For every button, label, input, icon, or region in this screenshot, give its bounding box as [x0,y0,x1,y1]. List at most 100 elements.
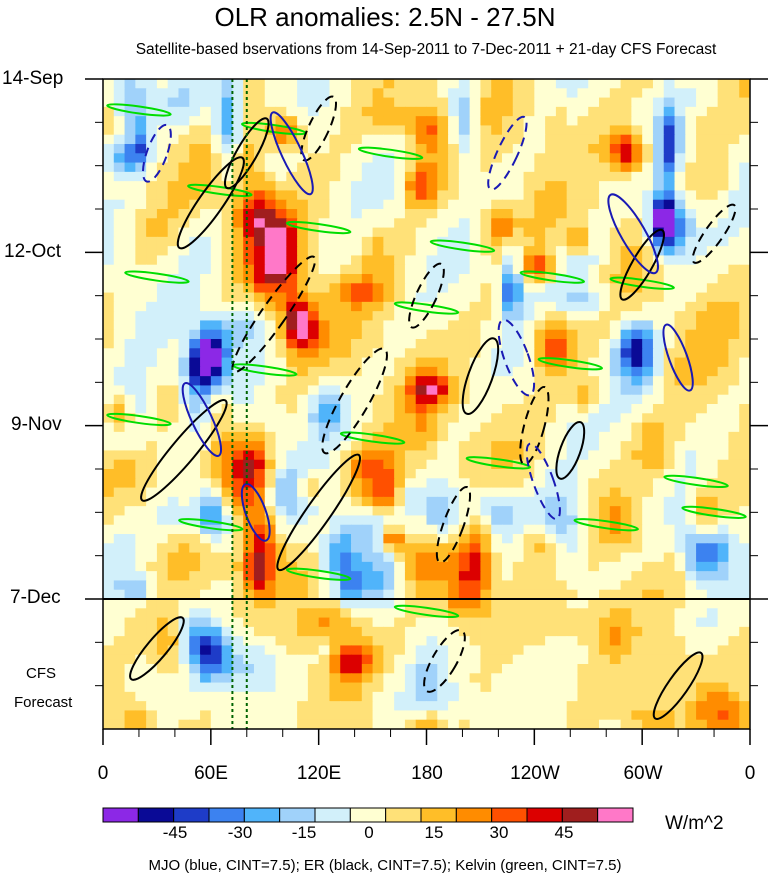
olr-cell [534,580,546,591]
olr-cell [297,255,309,266]
olr-cell [458,459,471,470]
olr-cell [534,190,546,201]
olr-cell [685,236,697,247]
olr-cell [480,348,492,359]
olr-cell [253,506,266,517]
olr-cell [307,608,320,619]
olr-cell [523,292,535,303]
olr-cell [512,357,525,368]
olr-cell [426,599,438,609]
olr-cell [469,441,482,452]
olr-cell [329,376,341,387]
olr-cell [297,106,309,117]
olr-cell [512,366,525,377]
olr-cell [469,571,482,582]
olr-cell [674,487,686,498]
olr-cell [728,329,740,340]
olr-cell [156,431,169,442]
olr-cell [717,524,730,535]
olr-cell [577,190,589,201]
olr-cell [113,134,126,145]
olr-cell [307,125,320,136]
olr-cell [340,255,352,266]
olr-cell [113,617,126,628]
olr-cell [124,320,136,331]
olr-cell [243,682,255,693]
olr-cell [491,654,503,665]
olr-cell [696,645,708,656]
olr-cell [609,125,622,136]
olr-cell [545,496,557,507]
olr-cell [728,236,740,247]
olr-cell [426,701,438,712]
olr-cell [318,589,331,600]
olr-cell [318,506,331,517]
olr-cell [232,589,244,600]
olr-cell [739,357,750,368]
olr-cell [523,339,535,349]
olr-cell [620,561,632,572]
olr-cell [448,515,460,526]
olr-cell [739,209,750,219]
olr-cell [491,571,503,582]
olr-cell [555,376,568,387]
olr-cell [221,227,233,238]
olr-cell [501,515,514,526]
kelvin-contour [465,456,532,470]
olr-cell [555,478,568,489]
olr-cell [286,181,298,192]
olr-cell [501,636,514,647]
olr-cell [415,348,428,359]
olr-cell [523,283,535,294]
olr-cell [372,171,384,182]
olr-cell [609,599,622,609]
olr-cell [275,153,287,164]
olr-cell [329,534,341,544]
olr-cell [178,645,190,656]
olr-cell [146,608,158,619]
olr-cell [221,478,233,489]
olr-cell [264,654,277,665]
olr-cell [437,366,449,377]
olr-cell [480,571,492,582]
olr-cell [588,608,600,619]
olr-cell [469,301,482,312]
olr-cell [458,589,471,600]
olr-cell [156,543,169,554]
olr-cell [329,246,341,257]
olr-cell [103,654,115,665]
olr-cell [146,636,158,647]
olr-cell [156,209,169,219]
olr-cell [253,673,266,684]
olr-cell [124,515,136,526]
olr-cell [685,459,697,470]
olr-cell [124,283,136,294]
olr-cell [706,236,719,247]
olr-cell [458,450,471,461]
er-contour [321,347,388,455]
olr-cell [264,246,277,257]
olr-cell [631,218,643,229]
olr-cell [728,645,740,656]
olr-cell [286,515,298,526]
olr-cell [512,664,525,674]
olr-cell [739,320,750,331]
olr-cell [599,301,611,312]
olr-cell [739,487,750,498]
olr-cell [523,654,535,665]
olr-cell [599,181,611,192]
olr-cell [426,534,438,544]
olr-cell [135,134,147,145]
olr-cell [394,543,406,554]
olr-cell [210,664,223,674]
olr-cell [156,450,169,461]
olr-cell [307,106,320,117]
olr-cell [706,691,719,702]
olr-cell [156,515,169,526]
olr-cell [674,496,686,507]
olr-cell [146,404,158,414]
olr-cell [361,116,374,127]
olr-cell [534,506,546,517]
olr-cell [297,357,309,368]
olr-cell [728,79,740,89]
